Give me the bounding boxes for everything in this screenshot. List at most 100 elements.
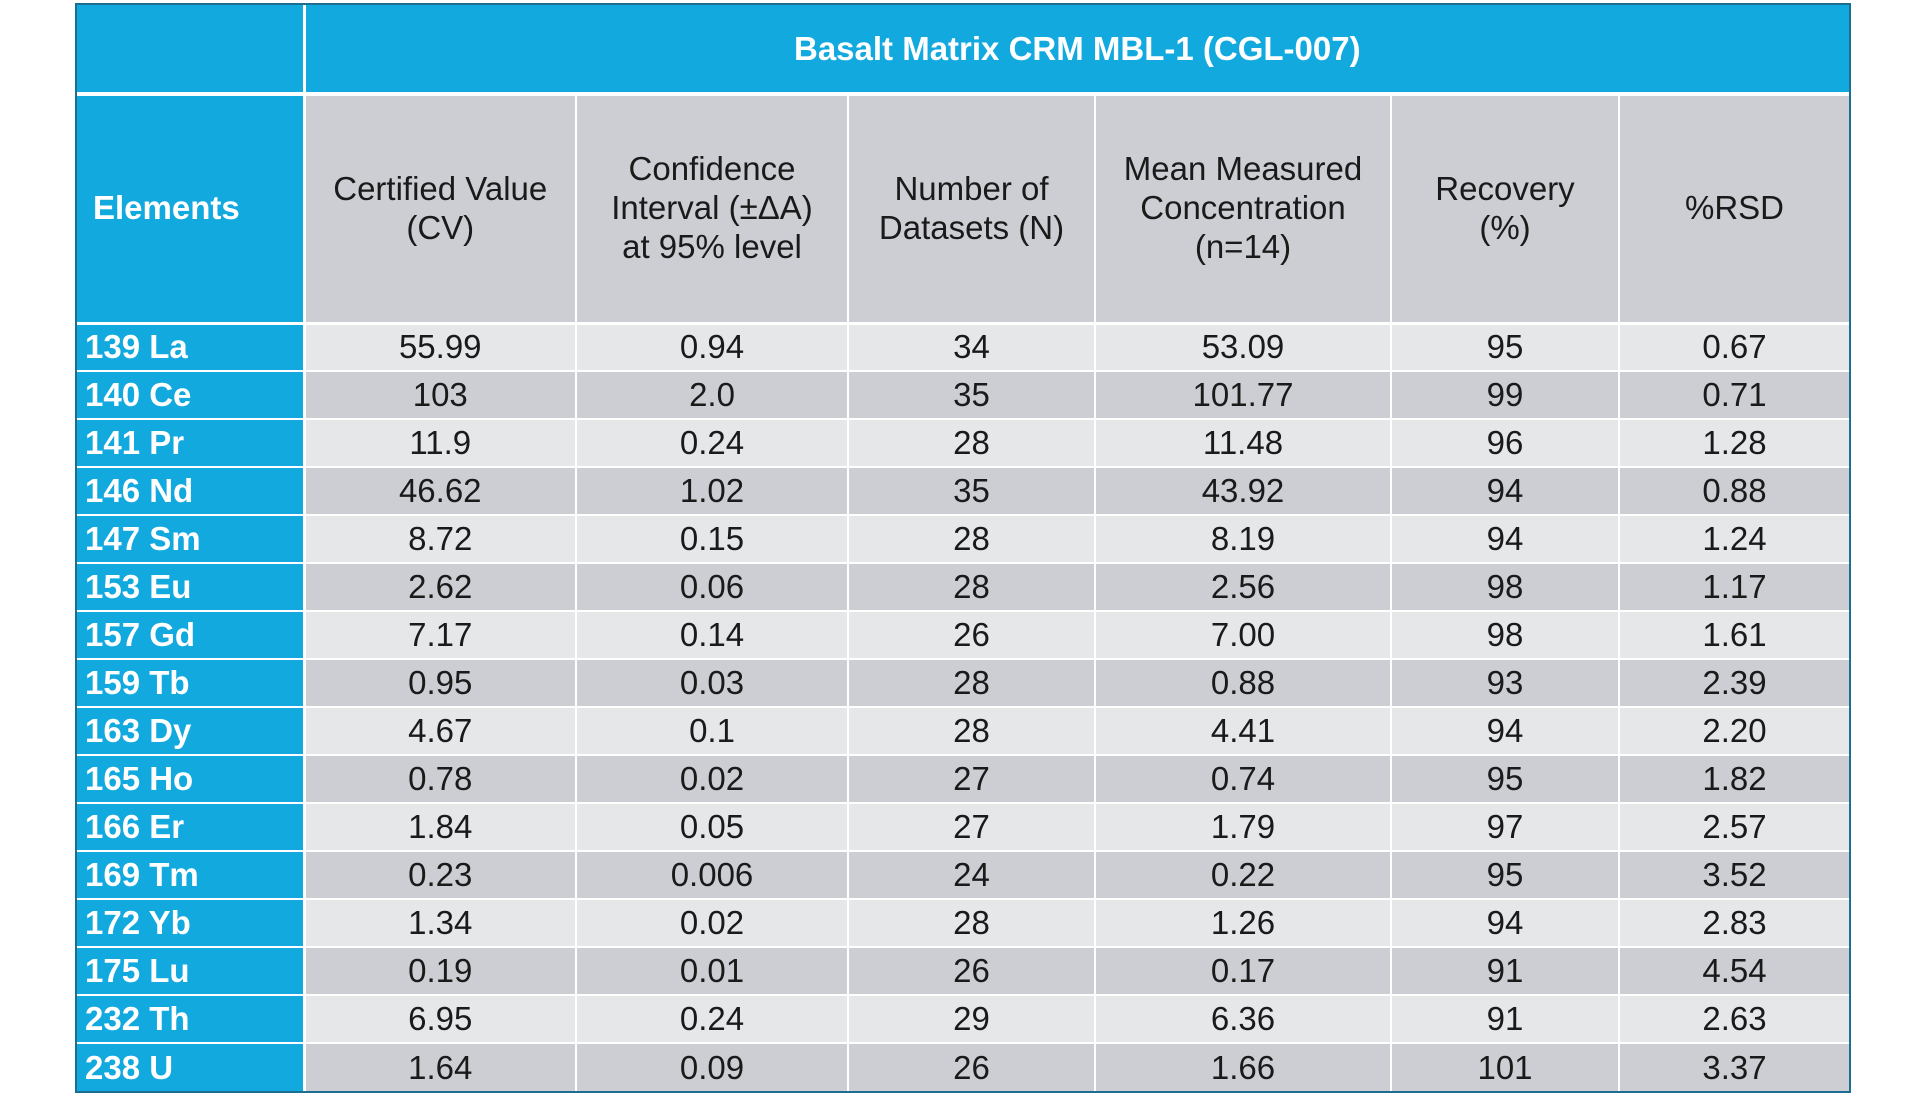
certified-value-cell: 0.78: [304, 755, 577, 804]
table-row: 172 Yb 1.34 0.02 28 1.26 94 2.83: [77, 899, 1850, 948]
certified-value-cell: 1.84: [304, 803, 577, 852]
rsd-cell: 2.20: [1619, 707, 1850, 756]
datasets-cell: 29: [848, 995, 1096, 1044]
datasets-cell: 28: [848, 707, 1096, 756]
recovery-cell: 95: [1391, 851, 1620, 900]
mean-measured-cell: 1.26: [1095, 899, 1392, 948]
table-row: 147 Sm 8.72 0.15 28 8.19 94 1.24: [77, 515, 1850, 564]
element-cell: 157 Gd: [77, 611, 306, 660]
datasets-cell: 28: [848, 515, 1096, 564]
confidence-interval-cell: 0.15: [576, 515, 849, 564]
crm-results-table: Basalt Matrix CRM MBL-1 (CGL-007) Elemen…: [77, 5, 1850, 1091]
certified-value-cell: 55.99: [304, 323, 577, 372]
element-cell: 153 Eu: [77, 563, 306, 612]
confidence-interval-cell: 0.94: [576, 323, 849, 372]
recovery-cell: 91: [1391, 995, 1620, 1044]
datasets-cell: 28: [848, 659, 1096, 708]
confidence-interval-cell: 0.03: [576, 659, 849, 708]
confidence-interval-cell: 0.24: [576, 995, 849, 1044]
recovery-cell: 98: [1391, 563, 1620, 612]
mean-measured-cell: 8.19: [1095, 515, 1392, 564]
mean-measured-cell: 101.77: [1095, 371, 1392, 420]
mean-measured-cell: 0.88: [1095, 659, 1392, 708]
table-title: Basalt Matrix CRM MBL-1 (CGL-007): [304, 5, 1850, 96]
element-cell: 146 Nd: [77, 467, 306, 516]
mean-measured-cell: 6.36: [1095, 995, 1392, 1044]
element-cell: 147 Sm: [77, 515, 306, 564]
recovery-cell: 91: [1391, 947, 1620, 996]
confidence-interval-cell: 0.05: [576, 803, 849, 852]
datasets-cell: 28: [848, 563, 1096, 612]
confidence-interval-cell: 1.02: [576, 467, 849, 516]
column-header-confidence-interval: Confidence Interval (±ΔA) at 95% level: [576, 94, 849, 325]
table-body: 139 La 55.99 0.94 34 53.09 95 0.67 140 Ce 103 2.0…: [77, 323, 1850, 1091]
element-cell: 140 Ce: [77, 371, 306, 420]
recovery-cell: 98: [1391, 611, 1620, 660]
mean-measured-cell: 1.66: [1095, 1043, 1392, 1091]
certified-value-cell: 46.62: [304, 467, 577, 516]
confidence-interval-cell: 0.1: [576, 707, 849, 756]
recovery-cell: 101: [1391, 1043, 1620, 1091]
table-row: 157 Gd 7.17 0.14 26 7.00 98 1.61: [77, 611, 1850, 660]
element-cell: 165 Ho: [77, 755, 306, 804]
recovery-cell: 94: [1391, 467, 1620, 516]
datasets-cell: 27: [848, 803, 1096, 852]
confidence-interval-cell: 0.02: [576, 755, 849, 804]
column-header-certified-value: Certified Value (CV): [304, 94, 577, 325]
confidence-interval-cell: 0.006: [576, 851, 849, 900]
certified-value-cell: 0.23: [304, 851, 577, 900]
certified-value-cell: 8.72: [304, 515, 577, 564]
recovery-cell: 94: [1391, 707, 1620, 756]
column-header-recovery: Recovery (%): [1391, 94, 1620, 325]
column-header-elements: Elements: [77, 94, 306, 325]
element-cell: 163 Dy: [77, 707, 306, 756]
confidence-interval-cell: 0.09: [576, 1043, 849, 1091]
datasets-cell: 26: [848, 1043, 1096, 1091]
datasets-cell: 28: [848, 899, 1096, 948]
element-cell: 172 Yb: [77, 899, 306, 948]
element-cell: 159 Tb: [77, 659, 306, 708]
rsd-cell: 2.57: [1619, 803, 1850, 852]
datasets-cell: 34: [848, 323, 1096, 372]
rsd-cell: 4.54: [1619, 947, 1850, 996]
rsd-cell: 3.52: [1619, 851, 1850, 900]
element-cell: 166 Er: [77, 803, 306, 852]
corner-cell: [77, 5, 306, 96]
mean-measured-cell: 2.56: [1095, 563, 1392, 612]
certified-value-cell: 6.95: [304, 995, 577, 1044]
recovery-cell: 96: [1391, 419, 1620, 468]
recovery-cell: 99: [1391, 371, 1620, 420]
mean-measured-cell: 11.48: [1095, 419, 1392, 468]
mean-measured-cell: 1.79: [1095, 803, 1392, 852]
datasets-cell: 27: [848, 755, 1096, 804]
confidence-interval-cell: 0.06: [576, 563, 849, 612]
table-row: 146 Nd 46.62 1.02 35 43.92 94 0.88: [77, 467, 1850, 516]
rsd-cell: 2.83: [1619, 899, 1850, 948]
rsd-cell: 2.39: [1619, 659, 1850, 708]
certified-value-cell: 1.34: [304, 899, 577, 948]
datasets-cell: 35: [848, 467, 1096, 516]
mean-measured-cell: 43.92: [1095, 467, 1392, 516]
recovery-cell: 97: [1391, 803, 1620, 852]
rsd-cell: 3.37: [1619, 1043, 1850, 1091]
element-cell: 169 Tm: [77, 851, 306, 900]
certified-value-cell: 0.19: [304, 947, 577, 996]
mean-measured-cell: 53.09: [1095, 323, 1392, 372]
datasets-cell: 35: [848, 371, 1096, 420]
certified-value-cell: 1.64: [304, 1043, 577, 1091]
column-header-rsd: %RSD: [1619, 94, 1850, 325]
confidence-interval-cell: 0.01: [576, 947, 849, 996]
recovery-cell: 95: [1391, 755, 1620, 804]
datasets-cell: 26: [848, 947, 1096, 996]
confidence-interval-cell: 0.14: [576, 611, 849, 660]
column-header-row: Elements Certified Value (CV) Confidence…: [77, 94, 1850, 325]
mean-measured-cell: 4.41: [1095, 707, 1392, 756]
rsd-cell: 0.67: [1619, 323, 1850, 372]
certified-value-cell: 103: [304, 371, 577, 420]
rsd-cell: 0.71: [1619, 371, 1850, 420]
mean-measured-cell: 7.00: [1095, 611, 1392, 660]
column-header-number-of-datasets: Number of Datasets (N): [848, 94, 1096, 325]
element-cell: 139 La: [77, 323, 306, 372]
element-cell: 232 Th: [77, 995, 306, 1044]
confidence-interval-cell: 2.0: [576, 371, 849, 420]
